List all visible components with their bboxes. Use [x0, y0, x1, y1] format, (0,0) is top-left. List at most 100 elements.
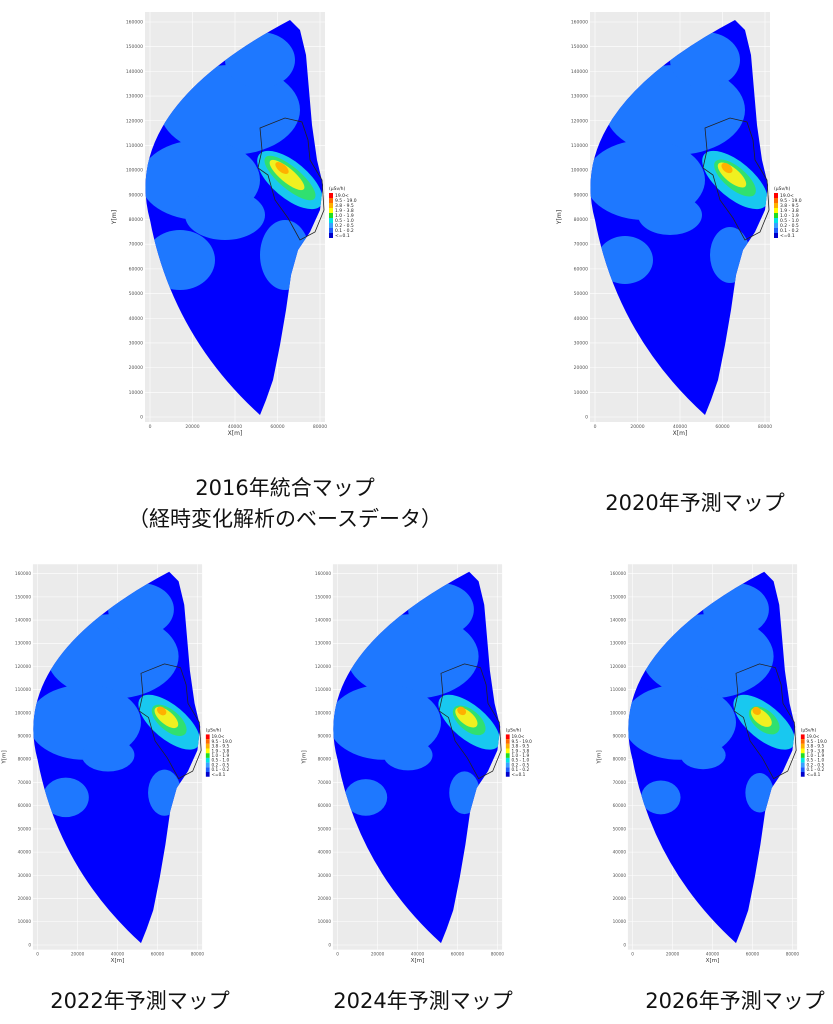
legend-swatch — [506, 772, 510, 777]
legend-swatch — [774, 223, 778, 228]
legend-title: (μSv/h) — [329, 186, 346, 192]
y-tick-label: 10000 — [18, 919, 32, 924]
x-tick-label: 0 — [149, 424, 152, 430]
legend-title: (μSv/h) — [774, 186, 791, 192]
y-tick-label: 90000 — [574, 192, 588, 198]
legend-title: (μSv/h) — [206, 728, 222, 733]
y-tick-label: 110000 — [315, 687, 331, 692]
y-tick-label: 30000 — [129, 340, 143, 346]
y-tick-label: 120000 — [610, 664, 626, 669]
y-tick-label: 70000 — [574, 242, 588, 248]
y-tick-label: 0 — [623, 942, 626, 947]
y-tick-label: 70000 — [129, 242, 143, 248]
y-tick-label: 60000 — [613, 803, 627, 808]
y-axis-label: Y[m] — [2, 750, 8, 764]
y-tick-label: 140000 — [126, 69, 143, 75]
y-axis-label: Y[m] — [302, 750, 308, 764]
y-tick-label: 50000 — [318, 826, 332, 831]
x-tick-label: 80000 — [191, 951, 205, 956]
x-tick-label: 60000 — [746, 951, 760, 956]
legend-swatch — [329, 218, 333, 223]
y-tick-label: 30000 — [613, 873, 627, 878]
panel-caption: 2020年予測マップ — [605, 491, 784, 515]
legend-swatch — [801, 739, 805, 744]
panel-caption: 2022年予測マップ — [50, 989, 229, 1013]
y-tick-label: 160000 — [315, 571, 331, 576]
map-panel: 0200004000060000800000100002000030000400… — [2, 564, 232, 964]
legend-swatch — [206, 763, 210, 768]
legend-swatch — [801, 753, 805, 758]
y-tick-label: 90000 — [18, 734, 32, 739]
y-tick-label: 10000 — [129, 390, 143, 396]
legend-label: <=0.1 — [335, 233, 350, 239]
x-tick-label: 40000 — [411, 951, 425, 956]
y-tick-label: 20000 — [613, 896, 627, 901]
y-tick-label: 80000 — [18, 757, 32, 762]
legend-label: <=0.1 — [807, 772, 821, 777]
x-tick-label: 0 — [631, 951, 634, 956]
y-tick-label: 140000 — [15, 618, 31, 623]
map-panel: 0200004000060000800000100002000030000400… — [302, 564, 532, 964]
legend-swatch — [506, 744, 510, 749]
y-tick-label: 20000 — [318, 896, 332, 901]
legend-swatch — [329, 233, 333, 238]
legend-swatch — [506, 749, 510, 754]
y-tick-label: 60000 — [574, 266, 588, 272]
y-tick-label: 130000 — [15, 641, 31, 646]
legend-swatch — [774, 208, 778, 213]
x-tick-label: 40000 — [111, 951, 125, 956]
y-tick-label: 40000 — [318, 850, 332, 855]
dose-area — [384, 740, 433, 771]
x-tick-label: 80000 — [758, 424, 772, 430]
x-tick-label: 80000 — [786, 951, 800, 956]
legend-swatch — [774, 203, 778, 208]
y-tick-label: 20000 — [18, 896, 32, 901]
y-tick-label: 10000 — [574, 390, 588, 396]
y-axis-label: Y[m] — [597, 750, 603, 764]
x-axis-label: X[m] — [111, 958, 125, 964]
legend-swatch — [774, 198, 778, 203]
y-tick-label: 10000 — [318, 919, 332, 924]
x-tick-label: 60000 — [270, 424, 284, 430]
x-tick-label: 60000 — [451, 951, 465, 956]
x-tick-label: 40000 — [706, 951, 720, 956]
legend-swatch — [206, 749, 210, 754]
legend-swatch — [329, 223, 333, 228]
y-tick-label: 40000 — [129, 316, 143, 322]
x-tick-label: 60000 — [151, 951, 165, 956]
y-tick-label: 130000 — [126, 94, 143, 100]
x-axis-label: X[m] — [706, 958, 720, 964]
legend-swatch — [206, 767, 210, 772]
y-tick-label: 160000 — [610, 571, 626, 576]
legend-swatch — [506, 734, 510, 739]
legend-swatch — [206, 758, 210, 763]
y-tick-label: 100000 — [15, 710, 31, 715]
y-tick-label: 10000 — [613, 919, 627, 924]
y-axis-label: Y[m] — [111, 210, 118, 225]
y-tick-label: 110000 — [571, 143, 588, 149]
y-tick-label: 20000 — [574, 365, 588, 371]
figure: 0 20000 40000 60000 80000 0 10000 20000 30000 400… — [0, 0, 833, 1024]
legend-swatch — [774, 193, 778, 198]
x-tick-label: 0 — [336, 951, 339, 956]
legend-swatch — [801, 772, 805, 777]
y-tick-label: 160000 — [126, 20, 143, 26]
y-tick-label: 140000 — [571, 69, 588, 75]
y-axis-label: Y[m] — [556, 210, 563, 225]
y-tick-label: 0 — [28, 942, 31, 947]
y-tick-label: 160000 — [15, 571, 31, 576]
y-tick-label: 140000 — [315, 618, 331, 623]
y-tick-label: 80000 — [129, 217, 143, 223]
legend-swatch — [774, 213, 778, 218]
legend-swatch — [774, 218, 778, 223]
legend-label: <=0.1 — [512, 772, 526, 777]
y-tick-label: 150000 — [610, 594, 626, 599]
legend-swatch — [329, 228, 333, 233]
panel-caption: 2016年統合マップ — [195, 476, 374, 500]
x-tick-label: 20000 — [666, 951, 680, 956]
y-tick-label: 150000 — [15, 594, 31, 599]
y-tick-label: 40000 — [574, 316, 588, 322]
dose-area — [638, 195, 702, 235]
y-tick-label: 150000 — [571, 44, 588, 50]
y-tick-label: 90000 — [613, 734, 627, 739]
